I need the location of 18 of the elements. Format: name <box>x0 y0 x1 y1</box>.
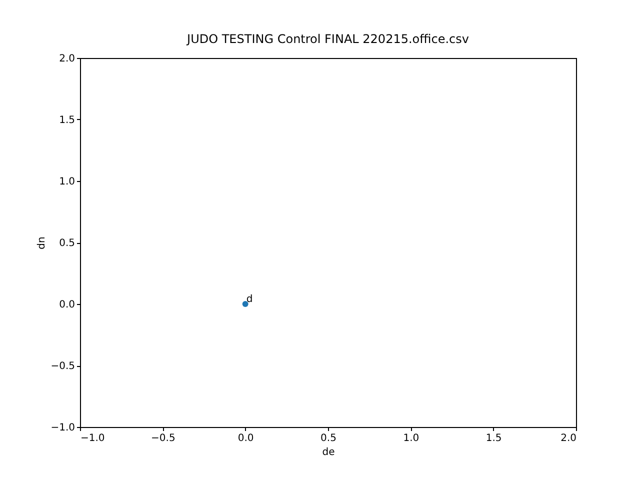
y-tick-label: 0.0 <box>59 300 75 310</box>
y-tick-label: 1.0 <box>59 176 75 188</box>
x-tick-label: 1.5 <box>486 433 502 444</box>
y-tick-label: 1.5 <box>59 115 75 126</box>
chart-title: JUDO TESTING Control FINAL 220215.office.csv <box>186 32 469 46</box>
y-tick-label: −1.0 <box>50 422 75 434</box>
x-tick-label: −0.5 <box>151 433 176 444</box>
x-tick-label: 0.5 <box>320 433 336 444</box>
y-tick-label: 0.5 <box>59 238 75 249</box>
x-tick-label: 1.0 <box>403 433 420 444</box>
y-tick-label: −0.5 <box>50 361 75 372</box>
x-tick-label: −1.0 <box>80 433 105 444</box>
x-tick-label: 0.0 <box>238 433 254 444</box>
y-axis-title: dn <box>36 236 48 250</box>
x-axis-title: de <box>322 447 335 458</box>
y-tick-label: 2.0 <box>59 54 75 64</box>
x-tick-label: 2.0 <box>560 433 576 444</box>
annotation: d <box>246 294 253 305</box>
